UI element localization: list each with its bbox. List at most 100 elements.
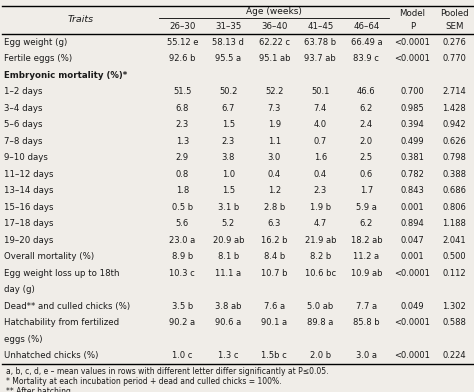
Text: 0.388: 0.388 [442,170,466,179]
Text: 46–64: 46–64 [353,22,380,31]
Text: 16.2 b: 16.2 b [261,236,288,245]
Text: 1.302: 1.302 [442,301,466,310]
Text: eggs (%): eggs (%) [4,334,43,343]
Text: Overall mortality (%): Overall mortality (%) [4,252,94,261]
Text: 10.3 c: 10.3 c [169,269,195,278]
Text: 0.6: 0.6 [360,170,373,179]
Text: 7.6 a: 7.6 a [264,301,285,310]
Text: 0.894: 0.894 [401,219,424,228]
Text: 3.0: 3.0 [268,153,281,162]
Text: 92.6 b: 92.6 b [169,54,196,64]
Text: 63.78 b: 63.78 b [304,38,337,47]
Text: 2.3: 2.3 [314,186,327,195]
Text: 2.9: 2.9 [176,153,189,162]
Text: 26–30: 26–30 [169,22,195,31]
Text: 0.381: 0.381 [401,153,424,162]
Text: 19–20 days: 19–20 days [4,236,54,245]
Text: 10.9 ab: 10.9 ab [351,269,382,278]
Text: 2.041: 2.041 [442,236,466,245]
Text: 1.5: 1.5 [222,120,235,129]
Text: 0.001: 0.001 [401,252,424,261]
Text: 23.0 a: 23.0 a [169,236,195,245]
Text: Pooled: Pooled [440,9,468,18]
Text: * Mortality at each incubation period + dead and culled chicks = 100%.: * Mortality at each incubation period + … [6,377,282,386]
Text: Age (weeks): Age (weeks) [246,7,302,16]
Text: 2.714: 2.714 [442,87,466,96]
Text: 0.4: 0.4 [314,170,327,179]
Text: <0.0001: <0.0001 [394,38,430,47]
Text: day (g): day (g) [4,285,35,294]
Text: 8.1 b: 8.1 b [218,252,239,261]
Text: 3–4 days: 3–4 days [4,104,43,113]
Text: 13–14 days: 13–14 days [4,186,54,195]
Text: 0.588: 0.588 [442,318,466,327]
Text: 0.5 b: 0.5 b [172,203,193,212]
Text: 90.6 a: 90.6 a [215,318,241,327]
Text: ** After hatching.: ** After hatching. [6,387,73,392]
Text: 6.3: 6.3 [268,219,281,228]
Text: 66.49 a: 66.49 a [351,38,382,47]
Text: 90.1 a: 90.1 a [261,318,287,327]
Text: 0.276: 0.276 [442,38,466,47]
Text: Fertile eggs (%): Fertile eggs (%) [4,54,73,64]
Text: 1.3 c: 1.3 c [218,351,238,360]
Text: 1.9: 1.9 [268,120,281,129]
Text: 46.6: 46.6 [357,87,376,96]
Text: 4.0: 4.0 [314,120,327,129]
Text: 1.188: 1.188 [442,219,466,228]
Text: 10.7 b: 10.7 b [261,269,288,278]
Text: 0.001: 0.001 [401,203,424,212]
Text: 7–8 days: 7–8 days [4,137,43,146]
Text: 1–2 days: 1–2 days [4,87,43,96]
Text: Embryonic mortality (%)*: Embryonic mortality (%)* [4,71,128,80]
Text: 8.4 b: 8.4 b [264,252,285,261]
Text: 15–16 days: 15–16 days [4,203,54,212]
Text: 31–35: 31–35 [215,22,241,31]
Text: 3.0 a: 3.0 a [356,351,377,360]
Text: Egg weight loss up to 18th: Egg weight loss up to 18th [4,269,120,278]
Text: 11.1 a: 11.1 a [215,269,241,278]
Text: 2.5: 2.5 [360,153,373,162]
Text: 1.0: 1.0 [222,170,235,179]
Text: 1.3: 1.3 [176,137,189,146]
Text: 1.9 b: 1.9 b [310,203,331,212]
Text: 58.13 d: 58.13 d [212,38,244,47]
Text: 93.7 ab: 93.7 ab [304,54,336,64]
Text: 1.5b c: 1.5b c [262,351,287,360]
Text: 51.5: 51.5 [173,87,191,96]
Text: 6.8: 6.8 [175,104,189,113]
Text: a, b, c, d, e – mean values in rows with different letter differ significantly a: a, b, c, d, e – mean values in rows with… [6,367,328,376]
Text: 5.6: 5.6 [176,219,189,228]
Text: 3.8: 3.8 [222,153,235,162]
Text: 6.2: 6.2 [360,104,373,113]
Text: 0.4: 0.4 [268,170,281,179]
Text: 36–40: 36–40 [261,22,288,31]
Text: Hatchability from fertilized: Hatchability from fertilized [4,318,119,327]
Text: 52.2: 52.2 [265,87,283,96]
Text: 7.3: 7.3 [268,104,281,113]
Text: 1.428: 1.428 [442,104,466,113]
Text: 11.2 a: 11.2 a [353,252,379,261]
Text: Traits: Traits [68,16,94,24]
Text: 0.798: 0.798 [442,153,466,162]
Text: 0.8: 0.8 [176,170,189,179]
Text: Dead** and culled chicks (%): Dead** and culled chicks (%) [4,301,130,310]
Text: 90.2 a: 90.2 a [169,318,195,327]
Text: 5.0 ab: 5.0 ab [307,301,334,310]
Text: 7.7 a: 7.7 a [356,301,377,310]
Text: 0.499: 0.499 [401,137,424,146]
Text: 89.8 a: 89.8 a [307,318,334,327]
Text: SEM: SEM [445,22,464,31]
Text: 0.047: 0.047 [401,236,424,245]
Text: 0.770: 0.770 [442,54,466,64]
Text: 0.394: 0.394 [401,120,424,129]
Text: 2.3: 2.3 [222,137,235,146]
Text: <0.0001: <0.0001 [394,269,430,278]
Text: 85.8 b: 85.8 b [353,318,380,327]
Text: 2.4: 2.4 [360,120,373,129]
Text: 1.2: 1.2 [268,186,281,195]
Text: 8.2 b: 8.2 b [310,252,331,261]
Text: 10.6 bc: 10.6 bc [305,269,336,278]
Text: 50.2: 50.2 [219,87,237,96]
Text: Model: Model [400,9,425,18]
